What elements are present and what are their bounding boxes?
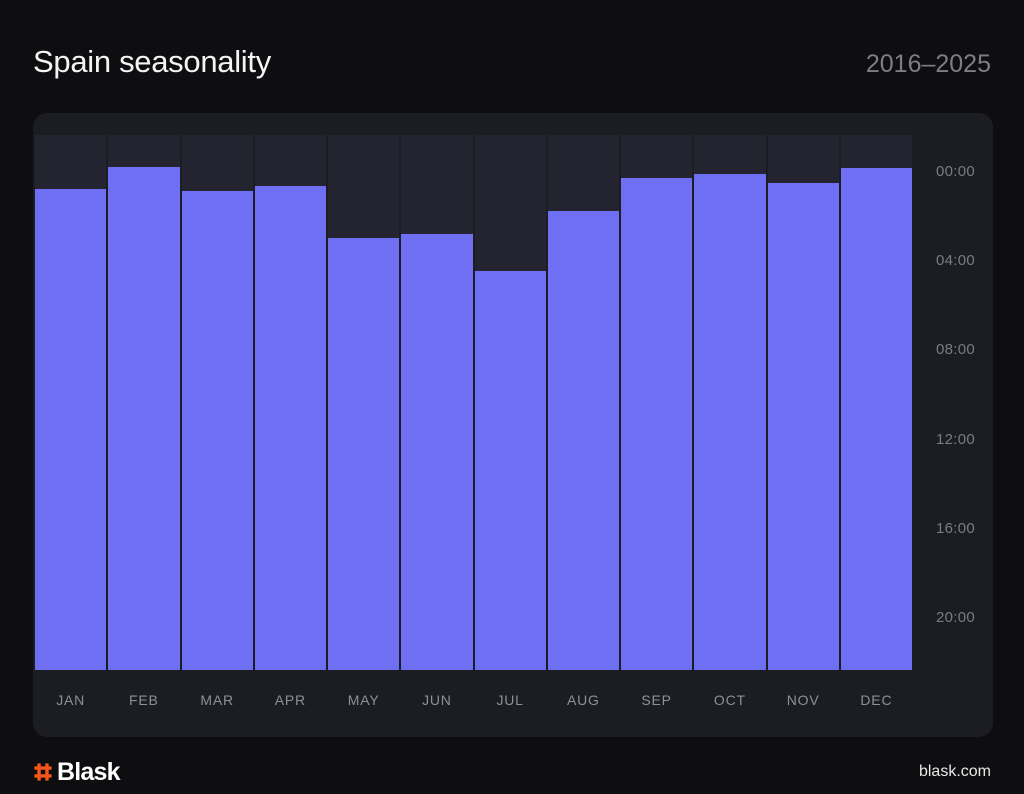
y-tick-0400: 04:00 — [936, 252, 976, 270]
bar-jul[interactable] — [474, 270, 546, 670]
month-label-sep: SEP — [641, 692, 672, 708]
column-mar — [181, 135, 253, 670]
month-label-feb: FEB — [129, 692, 159, 708]
column-dec — [840, 135, 912, 670]
month-label-aug: AUG — [567, 692, 600, 708]
bar-aug[interactable] — [547, 210, 619, 670]
month-label-nov: NOV — [786, 692, 820, 708]
y-tick-1200: 12:00 — [936, 430, 976, 448]
footer: Blask blask.com — [33, 756, 991, 788]
month-label-may: MAY — [347, 692, 380, 708]
bar-dec[interactable] — [840, 168, 912, 670]
column-jun — [401, 135, 473, 670]
column-jan — [35, 135, 107, 670]
column-nov — [767, 135, 839, 670]
bar-feb[interactable] — [108, 167, 180, 670]
month-label-mar: MAR — [200, 692, 234, 708]
month-label-apr: APR — [274, 692, 306, 708]
site-url-link[interactable]: blask.com — [918, 763, 991, 780]
plot-area: 00:00 04:00 08:00 12:00 16:00 20:00 — [35, 135, 975, 670]
column-sep — [621, 135, 693, 670]
period-label: 2016–2025 — [865, 50, 991, 78]
month-label-dec: DEC — [860, 692, 893, 708]
bar-apr[interactable] — [254, 185, 326, 670]
y-tick-0800: 08:00 — [936, 341, 976, 359]
column-may — [328, 135, 400, 670]
y-tick-1600: 16:00 — [936, 519, 976, 537]
bar-may[interactable] — [328, 238, 400, 670]
y-tick-0000: 00:00 — [936, 163, 976, 180]
bar-sep[interactable] — [621, 178, 693, 670]
y-tick-2000: 20:00 — [936, 608, 976, 626]
x-axis-months: JAN FEB MAR APR MAY JUN JUL AUG SEP OCT NOV DEC — [35, 670, 912, 708]
month-label-jul: JUL — [496, 692, 524, 708]
month-label-jan: JAN — [56, 692, 86, 708]
plot-columns — [35, 135, 912, 670]
column-apr — [254, 135, 326, 670]
column-oct — [694, 135, 766, 670]
bar-oct[interactable] — [694, 174, 766, 670]
bar-jun[interactable] — [401, 234, 473, 670]
blask-logo: Blask — [33, 757, 121, 787]
chart-panel: 00:00 04:00 08:00 12:00 16:00 20:00 JAN FEB MAR… — [33, 113, 993, 737]
column-aug — [547, 135, 619, 670]
y-axis: 00:00 04:00 08:00 12:00 16:00 20:00 — [936, 157, 994, 692]
bar-mar[interactable] — [181, 191, 253, 670]
brand-wordmark: Blask — [57, 757, 121, 786]
column-jul — [474, 135, 546, 670]
bar-nov[interactable] — [767, 182, 839, 670]
month-label-jun: JUN — [422, 692, 452, 708]
bar-jan[interactable] — [35, 188, 107, 670]
header: Spain seasonality 2016–2025 — [33, 44, 991, 80]
page-title: Spain seasonality — [33, 44, 271, 79]
column-feb — [108, 135, 180, 670]
month-label-oct: OCT — [713, 692, 746, 708]
blask-hash-icon — [34, 763, 52, 781]
